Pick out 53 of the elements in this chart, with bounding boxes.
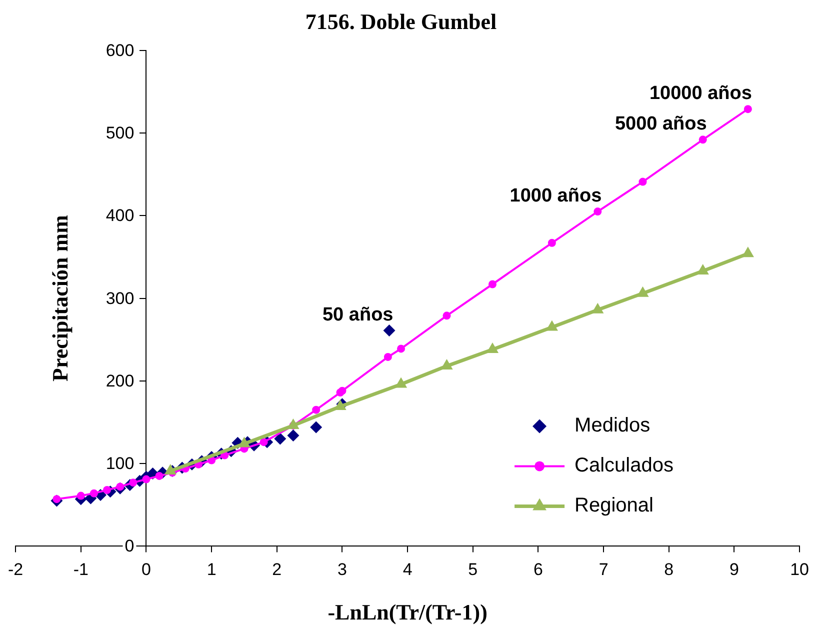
- point: [488, 280, 496, 288]
- point: [594, 208, 602, 216]
- point: [142, 475, 150, 484]
- point: [592, 302, 604, 314]
- x-tick-label: 0: [141, 560, 151, 580]
- x-tick-label: -2: [8, 560, 24, 580]
- legend-label: Calculados: [574, 454, 674, 477]
- x-axis-title: -LnLn(Tr/(Tr-1)): [328, 599, 488, 624]
- x-tick-label: 9: [729, 560, 739, 580]
- y-axis-title: Precipitación mm: [48, 215, 73, 382]
- point: [384, 352, 392, 361]
- x-tick-label: 7: [598, 560, 608, 580]
- y-tick-label: 300: [106, 288, 134, 308]
- y-tick-label: 400: [106, 206, 134, 226]
- x-tick-label: 6: [533, 560, 543, 580]
- point: [698, 136, 707, 144]
- legend-label: Regional: [574, 494, 654, 517]
- point: [548, 238, 556, 247]
- point: [442, 312, 451, 320]
- y-tick-label: 0: [124, 536, 134, 556]
- point: [394, 377, 408, 388]
- point: [310, 421, 322, 434]
- x-tick-label: 8: [664, 560, 674, 580]
- point: [638, 178, 647, 186]
- point: [383, 324, 396, 337]
- annotation: 5000 años: [614, 114, 707, 135]
- point: [90, 489, 98, 498]
- y-tick-label: 200: [106, 371, 134, 390]
- legend-label: Medidos: [574, 414, 650, 437]
- point: [636, 286, 649, 297]
- x-tick-label: 10: [790, 560, 810, 580]
- point: [546, 320, 558, 331]
- point: [274, 432, 286, 445]
- y-tick-label: 100: [106, 454, 134, 474]
- x-tick-label: 2: [272, 560, 282, 580]
- point: [76, 492, 85, 500]
- point: [397, 344, 406, 353]
- point: [744, 105, 752, 114]
- chart-title: 7156. Doble Gumbel: [305, 8, 497, 34]
- annotation: 50 años: [322, 304, 394, 326]
- annotation: 1000 años: [510, 186, 602, 207]
- x-tick-label: 3: [337, 560, 347, 580]
- y-tick-label: 500: [106, 124, 134, 143]
- x-tick-label: 5: [468, 560, 478, 580]
- x-tick-label: -1: [73, 560, 88, 580]
- annotation: 10000 años: [649, 83, 752, 104]
- point: [260, 438, 268, 446]
- point: [742, 246, 754, 258]
- x-tick-label: 4: [402, 560, 412, 580]
- y-tick-label: 600: [106, 40, 134, 60]
- point: [312, 406, 320, 414]
- x-tick-label: 1: [206, 560, 216, 580]
- point: [287, 429, 300, 442]
